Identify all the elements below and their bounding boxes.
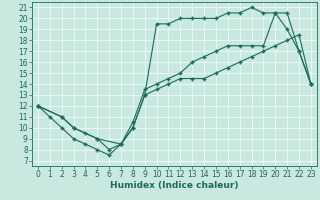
X-axis label: Humidex (Indice chaleur): Humidex (Indice chaleur) <box>110 181 239 190</box>
